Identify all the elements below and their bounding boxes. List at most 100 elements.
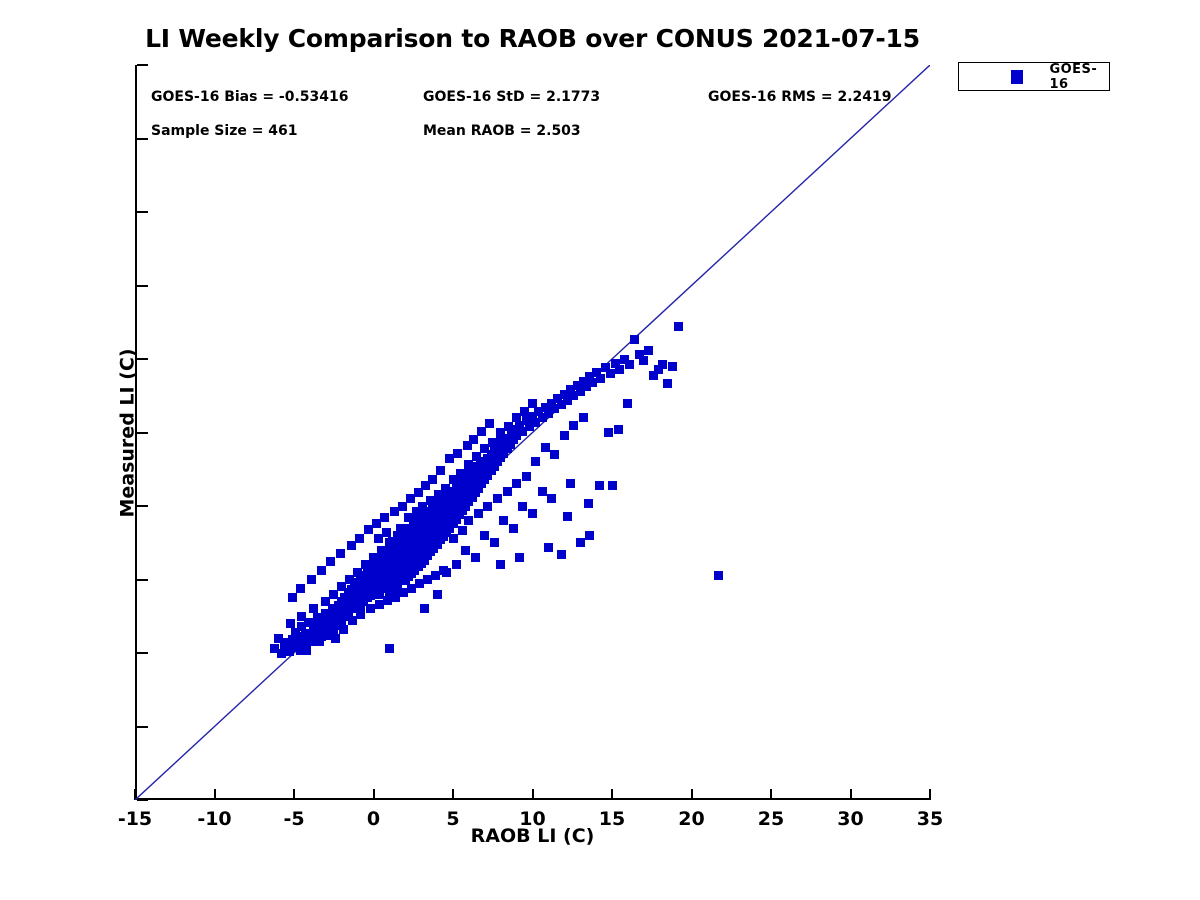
scatter-point bbox=[556, 550, 566, 559]
y-tick-mark bbox=[137, 358, 148, 360]
scatter-point bbox=[578, 376, 588, 386]
scatter-point bbox=[321, 619, 331, 629]
scatter-point bbox=[407, 583, 417, 593]
scatter-point bbox=[502, 486, 512, 496]
scatter-point bbox=[528, 411, 537, 421]
scatter-point bbox=[591, 367, 601, 377]
scatter-point bbox=[658, 360, 668, 370]
scatter-point bbox=[294, 632, 304, 642]
x-tick-mark bbox=[293, 789, 295, 800]
x-tick-mark bbox=[452, 789, 454, 800]
x-tick-label: 0 bbox=[366, 808, 381, 830]
stat-bias: GOES-16 Bias = -0.53416 bbox=[151, 89, 349, 105]
scatter-point bbox=[615, 364, 625, 374]
scatter-point bbox=[512, 413, 522, 423]
scatter-point bbox=[327, 617, 337, 627]
scatter-point bbox=[402, 555, 412, 565]
scatter-point bbox=[392, 583, 402, 593]
scatter-point bbox=[297, 611, 307, 621]
x-tick-label: 25 bbox=[757, 808, 785, 830]
scatter-point bbox=[388, 536, 398, 546]
x-tick-mark bbox=[134, 789, 136, 800]
scatter-point bbox=[483, 501, 493, 511]
scatter-point bbox=[477, 426, 487, 436]
scatter-point bbox=[537, 486, 547, 496]
scatter-point bbox=[353, 567, 363, 577]
scatter-point bbox=[400, 561, 410, 571]
scatter-point bbox=[547, 398, 557, 408]
scatter-point bbox=[540, 442, 550, 452]
scatter-point bbox=[408, 516, 418, 526]
scatter-point bbox=[279, 641, 289, 651]
y-axis-line bbox=[135, 65, 137, 800]
scatter-point bbox=[384, 586, 394, 596]
x-tick-label: -10 bbox=[197, 808, 232, 830]
scatter-point bbox=[326, 557, 336, 567]
scatter-point bbox=[575, 386, 585, 396]
scatter-point bbox=[372, 519, 382, 529]
scatter-point bbox=[461, 545, 471, 555]
scatter-point bbox=[407, 536, 417, 546]
scatter-point bbox=[663, 379, 673, 389]
scatter-point bbox=[295, 583, 305, 593]
y-tick-mark bbox=[137, 799, 148, 801]
scatter-point bbox=[634, 350, 644, 360]
stat-mean-raob: Mean RAOB = 2.503 bbox=[423, 123, 581, 139]
scatter-point bbox=[714, 570, 724, 580]
scatter-point bbox=[451, 560, 461, 570]
scatter-point bbox=[306, 636, 316, 646]
scatter-point bbox=[559, 430, 569, 440]
scatter-point bbox=[493, 494, 503, 504]
scatter-point bbox=[601, 363, 611, 373]
scatter-point bbox=[354, 533, 364, 543]
scatter-point bbox=[286, 619, 296, 629]
scatter-point bbox=[324, 611, 334, 621]
scatter-point bbox=[512, 479, 522, 489]
x-tick-mark bbox=[213, 789, 216, 800]
y-tick-mark bbox=[137, 652, 148, 654]
scatter-point bbox=[518, 426, 528, 436]
scatter-point bbox=[553, 394, 563, 404]
scatter-point bbox=[270, 644, 280, 654]
scatter-point bbox=[431, 570, 440, 580]
scatter-point bbox=[508, 523, 518, 533]
scatter-point bbox=[348, 616, 358, 626]
plot-area bbox=[135, 65, 930, 800]
stat-rms: GOES-16 RMS = 2.2419 bbox=[708, 89, 892, 105]
scatter-point bbox=[411, 507, 421, 517]
scatter-point bbox=[604, 428, 614, 437]
scatter-point bbox=[383, 595, 393, 605]
x-tick-mark bbox=[770, 789, 772, 800]
scatter-point bbox=[480, 530, 490, 540]
scatter-point bbox=[639, 355, 649, 365]
scatter-point bbox=[547, 494, 557, 504]
scatter-point bbox=[521, 416, 531, 426]
scatter-point bbox=[440, 483, 450, 493]
scatter-point bbox=[415, 579, 425, 589]
scatter-point bbox=[302, 645, 312, 655]
scatter-point bbox=[361, 560, 371, 570]
scatter-point bbox=[499, 516, 509, 526]
scatter-point bbox=[400, 523, 410, 533]
scatter-point bbox=[448, 475, 458, 485]
scatter-point bbox=[524, 422, 534, 432]
scatter-point bbox=[299, 635, 309, 645]
scatter-point bbox=[534, 407, 544, 417]
scatter-point bbox=[575, 538, 585, 548]
scatter-point bbox=[585, 530, 595, 540]
scatter-point bbox=[329, 589, 339, 599]
chart-legend: GOES-16 bbox=[958, 62, 1110, 92]
stat-std: GOES-16 StD = 2.1773 bbox=[423, 89, 601, 105]
scatter-point bbox=[496, 436, 506, 446]
scatter-point bbox=[521, 472, 531, 482]
scatter-point bbox=[588, 378, 598, 388]
scatter-point bbox=[562, 511, 572, 521]
scatter-point bbox=[458, 526, 468, 536]
scatter-point bbox=[488, 438, 498, 448]
scatter-point bbox=[380, 513, 390, 523]
scatter-point bbox=[365, 604, 375, 614]
scatter-point bbox=[623, 398, 633, 408]
scatter-point bbox=[620, 354, 630, 364]
scatter-point bbox=[648, 370, 658, 380]
x-tick-label: 30 bbox=[837, 808, 864, 830]
